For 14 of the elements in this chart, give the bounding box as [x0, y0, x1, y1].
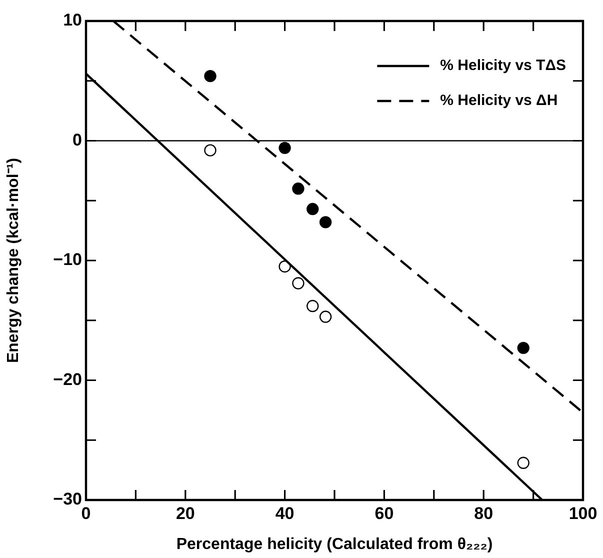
x-axis-title: Percentage helicity (Calculated from θ₂₂₂)	[176, 536, 493, 553]
x-tick-label: 100	[568, 504, 598, 523]
x-tick-label: 20	[176, 504, 195, 523]
y-tick-label: −10	[53, 250, 82, 270]
y-tick-label: 0	[72, 130, 82, 150]
legend-label: % Helicity vs ΔH	[440, 92, 558, 110]
y-tick-label: −30	[53, 490, 82, 509]
x-tick-label: 60	[374, 504, 394, 523]
x-tick-label: 40	[275, 504, 294, 523]
y-tick-label: 10	[63, 10, 82, 30]
x-tick-label: 80	[474, 504, 494, 523]
y-axis-title: Energy change (kcal·mol⁻¹)	[5, 158, 22, 364]
y-tick-label: −20	[53, 370, 82, 389]
legend-label: % Helicity vs TΔS	[440, 57, 566, 74]
